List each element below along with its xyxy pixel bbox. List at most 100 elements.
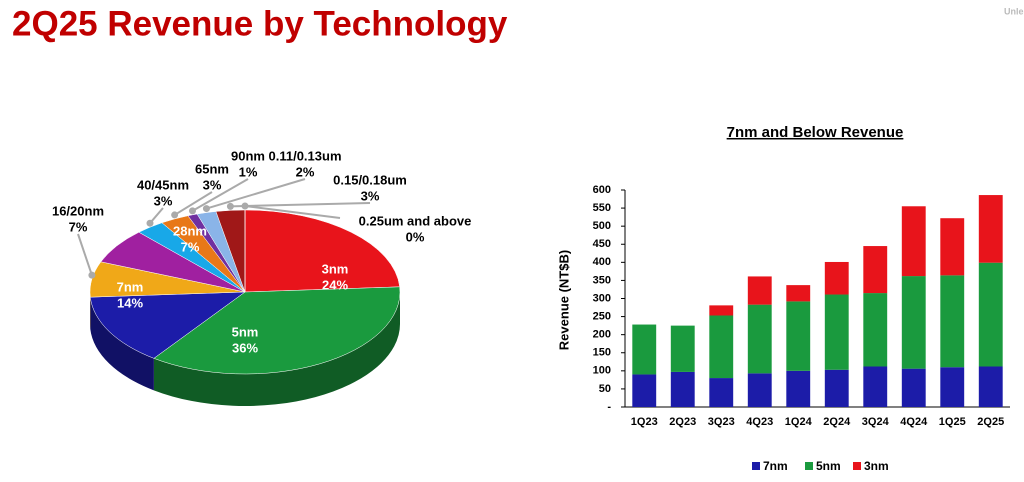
bar-segment <box>824 294 849 370</box>
bar-segment <box>786 301 811 371</box>
leader-dot <box>146 219 154 227</box>
leader-dot <box>226 202 234 210</box>
y-axis-label: Revenue (NT$B) <box>556 250 571 350</box>
slice-value-label: 2% <box>296 164 315 179</box>
bar-segment <box>940 275 965 368</box>
bar-segment <box>670 371 695 407</box>
x-tick-label: 4Q24 <box>900 416 928 428</box>
leader-dot <box>171 211 179 219</box>
slice-value-label: 0% <box>406 229 425 244</box>
pie-slice <box>90 291 246 359</box>
leader-line <box>191 178 249 212</box>
legend-swatch <box>752 462 760 470</box>
pie-slice <box>153 286 401 375</box>
pie-slice-side <box>90 297 154 391</box>
bar-segment <box>978 262 1003 367</box>
bar-segment <box>709 378 734 407</box>
bar-segment <box>747 276 772 305</box>
legend-swatch <box>853 462 861 470</box>
bar-segment <box>824 261 849 295</box>
bar-segment <box>863 366 888 407</box>
leader-dot <box>188 207 196 215</box>
leader-line <box>206 178 306 210</box>
bar-segment <box>940 218 965 276</box>
bar-segment <box>670 325 695 372</box>
x-tick-label: 2Q23 <box>669 416 696 428</box>
slice-label: 3nm <box>322 261 349 276</box>
bar-chart-title: 7nm and Below Revenue <box>727 124 904 141</box>
bar-segment <box>863 246 888 294</box>
y-tick-label: 600 <box>593 184 611 196</box>
y-tick-label: 500 <box>593 220 611 232</box>
pie-slice <box>244 209 400 293</box>
leader-line <box>77 233 93 276</box>
slice-value-label: 7% <box>181 239 200 254</box>
x-tick-label: 2Q25 <box>977 416 1004 428</box>
x-tick-label: 1Q23 <box>631 416 658 428</box>
y-tick-label: 550 <box>593 202 611 214</box>
leader-line <box>174 191 213 216</box>
slice-value-label: 7% <box>69 219 88 234</box>
slice-label: 0.11/0.13um <box>269 148 342 163</box>
x-tick-label: 3Q24 <box>862 416 890 428</box>
slice-label: 40/45nm <box>137 177 189 192</box>
bar-segment <box>901 206 926 277</box>
corner-label: Unle <box>1004 6 1024 16</box>
slice-label: 0.25um and above <box>359 213 472 228</box>
y-tick-label: - <box>607 401 611 413</box>
slice-label: 28nm <box>173 223 207 238</box>
y-tick-label: 150 <box>593 347 611 359</box>
bar-segment <box>786 370 811 407</box>
slice-label: 5nm <box>232 324 259 339</box>
slice-value-label: 24% <box>322 277 348 292</box>
slice-label: 0.15/0.18um <box>333 172 407 187</box>
slice-value-label: 3% <box>361 188 380 203</box>
slice-value-label: 3% <box>203 177 222 192</box>
slice-value-label: 1% <box>239 164 258 179</box>
bar-segment <box>978 195 1003 263</box>
bar-segment <box>901 276 926 369</box>
slide-title: 2Q25 Revenue by Technology <box>12 4 508 43</box>
y-tick-label: 200 <box>593 329 611 341</box>
y-tick-label: 250 <box>593 310 611 322</box>
slice-value-label: 3% <box>154 193 173 208</box>
x-tick-label: 4Q23 <box>746 416 773 428</box>
bar-segment <box>709 305 734 316</box>
y-tick-label: 100 <box>593 365 611 377</box>
legend-label: 5nm <box>816 459 841 473</box>
x-tick-label: 3Q23 <box>708 416 735 428</box>
x-tick-label: 2Q24 <box>823 416 851 428</box>
leader-dot <box>202 205 210 213</box>
leader-line <box>230 202 371 208</box>
bar-segment <box>709 315 734 379</box>
y-tick-label: 450 <box>593 238 611 250</box>
leader-dot <box>88 271 96 279</box>
leader-dot <box>241 202 249 210</box>
bar-segment <box>632 374 657 407</box>
slice-label: 90nm <box>231 148 265 163</box>
slice-label: 7nm <box>117 279 144 294</box>
bar-segment <box>978 366 1003 407</box>
bar-segment <box>747 304 772 374</box>
x-tick-label: 1Q24 <box>785 416 813 428</box>
slice-label: 16/20nm <box>52 203 104 218</box>
bar-segment <box>824 369 849 407</box>
leader-line <box>244 205 341 219</box>
y-tick-label: 300 <box>593 292 611 304</box>
pie-slice-side <box>153 292 400 406</box>
legend-swatch <box>805 462 813 470</box>
slice-label: 65nm <box>195 161 229 176</box>
bar-segment <box>940 367 965 407</box>
y-tick-label: 400 <box>593 256 611 268</box>
bar-segment <box>747 373 772 407</box>
bar-segment <box>632 324 657 375</box>
slice-value-label: 36% <box>232 340 258 355</box>
bar-segment <box>786 285 811 302</box>
bar-segment <box>863 293 888 367</box>
y-tick-label: 50 <box>599 383 611 395</box>
bar-segment <box>901 368 926 407</box>
y-tick-label: 350 <box>593 274 611 286</box>
x-tick-label: 1Q25 <box>939 416 966 428</box>
legend-label: 3nm <box>864 459 889 473</box>
